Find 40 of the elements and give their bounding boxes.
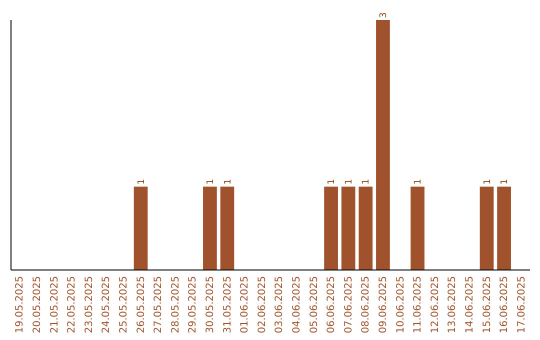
x-tick-label: 17.06.2025 [516,276,528,334]
data-label: 3 [378,12,389,18]
x-tick-label: 01.06.2025 [240,276,251,334]
x-tick-label: 15.06.2025 [482,276,493,334]
x-tick-label: 04.06.2025 [291,276,302,334]
x-tick-label: 13.06.2025 [447,276,458,334]
x-tick-label: 22.05.2025 [66,276,78,334]
data-label: 1 [327,178,338,185]
x-tick-label: 25.05.2025 [118,276,130,334]
data-label: 1 [482,178,493,185]
data-label: 1 [136,178,147,185]
x-tick-label: 03.06.2025 [274,276,286,334]
data-label: 1 [362,178,372,185]
x-tick-label: 26.05.2025 [136,276,147,334]
x-tick-label: 14.06.2025 [464,276,476,334]
x-tick-label: 27.05.2025 [153,276,164,334]
x-tick-label: 06.06.2025 [326,276,338,334]
data-label: 1 [500,178,510,185]
data-label: 1 [223,178,234,185]
x-tick-label: 23.05.2025 [84,276,95,334]
x-tick-label: 30.05.2025 [204,276,216,334]
x-tick-label: 11.06.2025 [412,276,424,334]
x-tick-label: 16.06.2025 [499,276,510,334]
x-tick-label: 12.06.2025 [430,276,441,334]
x-tick-label: 20.05.2025 [32,276,43,334]
x-tick-label: 29.05.2025 [188,276,199,334]
x-tick-label: 21.05.2025 [49,276,60,334]
x-tick-label: 08.06.2025 [360,276,372,334]
x-tick-label: 02.06.2025 [256,276,268,334]
x-tick-label: 19.05.2025 [14,276,26,334]
data-label: 1 [206,178,216,185]
x-tick-label: 31.05.2025 [222,276,234,334]
data-label: 1 [344,178,354,185]
x-tick-label: 07.06.2025 [343,276,354,334]
x-tick-label: 10.06.2025 [395,276,406,334]
x-tick-label: 28.05.2025 [170,276,182,334]
data-label: 1 [414,178,424,185]
x-tick-label: 09.06.2025 [378,276,389,334]
x-tick-label: 05.06.2025 [308,276,320,334]
x-tick-label: 24.05.2025 [101,276,112,334]
